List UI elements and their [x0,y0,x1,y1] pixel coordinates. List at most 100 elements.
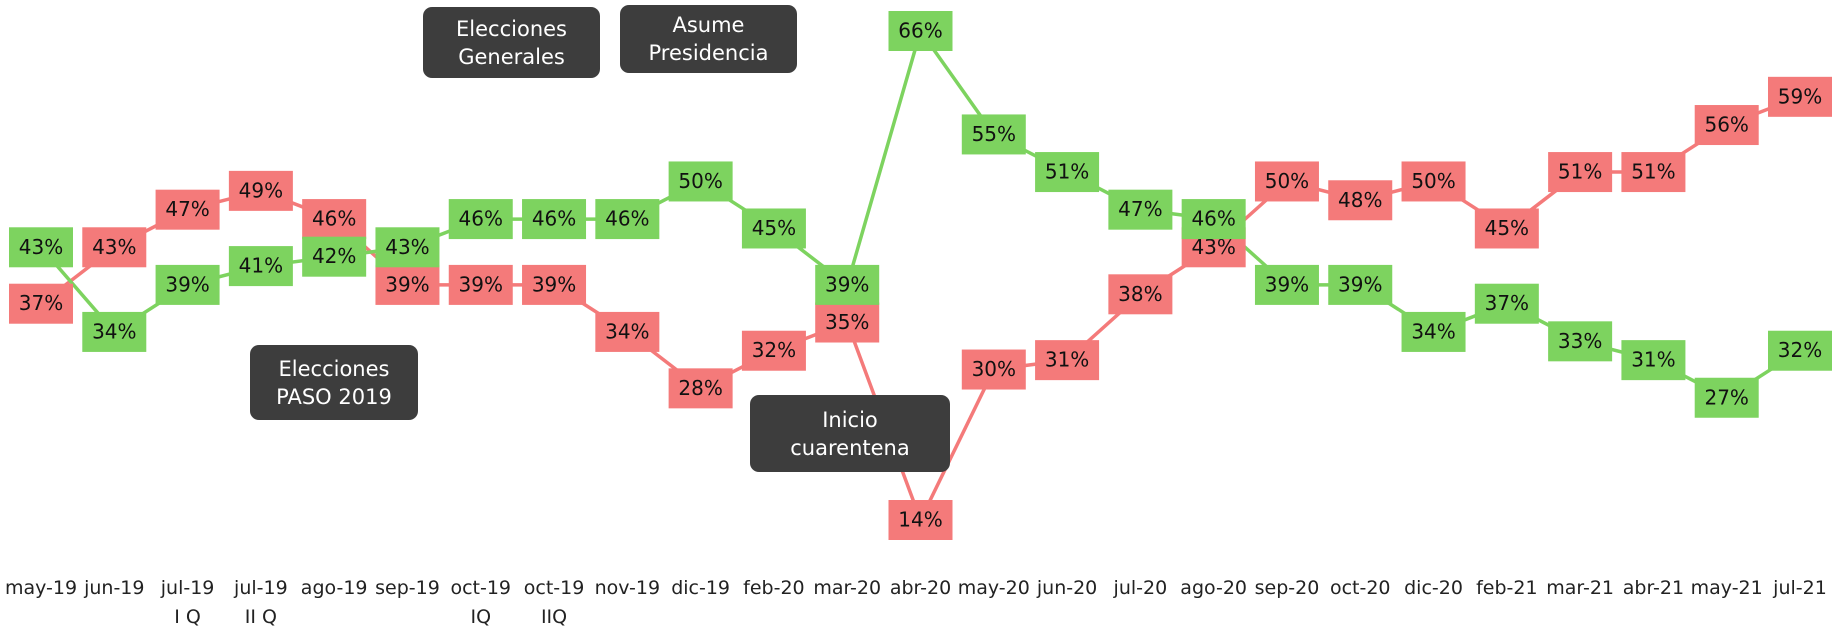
point-label-box [1548,321,1613,362]
point-label-box [1254,264,1319,305]
data-label: 39% [1338,272,1382,296]
point-label-box [741,208,806,249]
x-tick-label: jul-21 [1773,577,1827,599]
point-label-box [961,114,1026,155]
x-tick-label: jul-20 [1113,577,1168,599]
annotation: Asume Presidencia [620,5,797,73]
point-label-box [961,349,1026,390]
data-label: 31% [1045,348,1089,372]
data-label: 28% [678,376,722,400]
x-tick-label: sep-19 [375,577,440,599]
x-tick-label: jun-19 [84,577,145,599]
data-label: 39% [532,272,576,296]
x-tick-label: jul-19 I Q [160,577,215,628]
point-label-box [668,161,733,202]
point-label-box [815,302,880,343]
data-label: 39% [825,272,869,296]
data-label: 49% [239,178,283,202]
point-label-box [1621,340,1686,381]
point-label-box [595,199,660,240]
data-label: 50% [1265,169,1309,193]
point-label-box [522,199,587,240]
data-label: 59% [1778,84,1822,108]
point-label-box [375,264,440,305]
data-label: 39% [165,272,209,296]
data-label: 35% [825,310,869,334]
data-label: 39% [459,272,503,296]
x-tick-label: may-21 [1690,577,1763,599]
data-label: 43% [1191,235,1235,259]
x-tick-label: dic-19 [671,577,731,599]
data-label: 43% [92,235,136,259]
x-tick-label: oct-19 IQ [450,577,512,628]
data-label: 39% [385,272,429,296]
point-label-box [888,11,953,51]
data-label: 34% [1411,319,1455,343]
data-label: 30% [972,357,1016,381]
data-label: 45% [1485,216,1529,240]
point-label-box [375,227,440,268]
x-tick-label: jun-20 [1036,577,1098,599]
point-label-box [448,199,513,240]
annotation: Elecciones Generales [423,7,600,78]
x-tick-label: ago-20 [1180,577,1248,599]
point-label-box [448,264,513,305]
point-label-box [1328,264,1393,305]
point-label-box [668,368,733,409]
x-tick-label: mar-21 [1546,577,1615,599]
x-tick-label: sep-20 [1254,577,1320,599]
x-tick-label: oct-20 [1329,577,1391,599]
data-label: 34% [92,319,136,343]
point-label-box [1035,152,1100,193]
data-label: 37% [1485,291,1529,315]
x-tick-label: dic-20 [1404,577,1463,599]
data-label: 39% [1265,272,1309,296]
x-tick-label: nov-19 [594,577,661,599]
point-label-box [302,236,367,277]
point-label-box [1035,340,1100,381]
x-tick-label: may-19 [4,577,78,599]
point-label-box [1694,105,1759,146]
data-label: 47% [1118,197,1162,221]
point-label-box [741,330,806,371]
data-label: 47% [165,197,209,221]
point-label-box [9,283,73,324]
x-tick-label: oct-19 IIQ [523,577,585,628]
annotation: Inicio cuarentena [750,395,950,472]
data-label: 46% [605,207,649,231]
data-label: 38% [1118,282,1162,306]
data-label: 56% [1704,113,1748,137]
point-label-box [228,246,293,287]
x-tick-label: mar-20 [813,577,882,599]
point-label-box [155,264,220,305]
data-label: 46% [532,207,576,231]
x-tick-label: may-20 [957,577,1030,599]
x-tick-label: feb-20 [743,577,805,599]
data-label: 51% [1558,160,1602,184]
point-label-box [82,311,147,352]
point-label-box [1474,208,1539,249]
point-label-box [1621,152,1686,193]
point-label-box [1768,76,1832,117]
data-label: 42% [312,244,356,268]
point-label-box [228,170,293,211]
point-label-box [595,311,660,352]
data-label: 31% [1631,348,1675,372]
point-label-box [1108,189,1173,230]
data-label: 34% [605,319,649,343]
data-label: 32% [752,338,796,362]
data-label: 37% [19,291,63,315]
point-label-box [82,227,147,268]
point-label-box [1768,330,1832,371]
data-label: 51% [1631,160,1675,184]
data-label: 43% [385,235,429,259]
point-label-box [1181,199,1246,240]
data-label: 14% [898,508,942,532]
data-label: 46% [459,207,503,231]
data-label: 46% [312,207,356,231]
point-label-box [815,264,880,305]
data-label: 32% [1778,338,1822,362]
point-label-box [302,199,367,240]
